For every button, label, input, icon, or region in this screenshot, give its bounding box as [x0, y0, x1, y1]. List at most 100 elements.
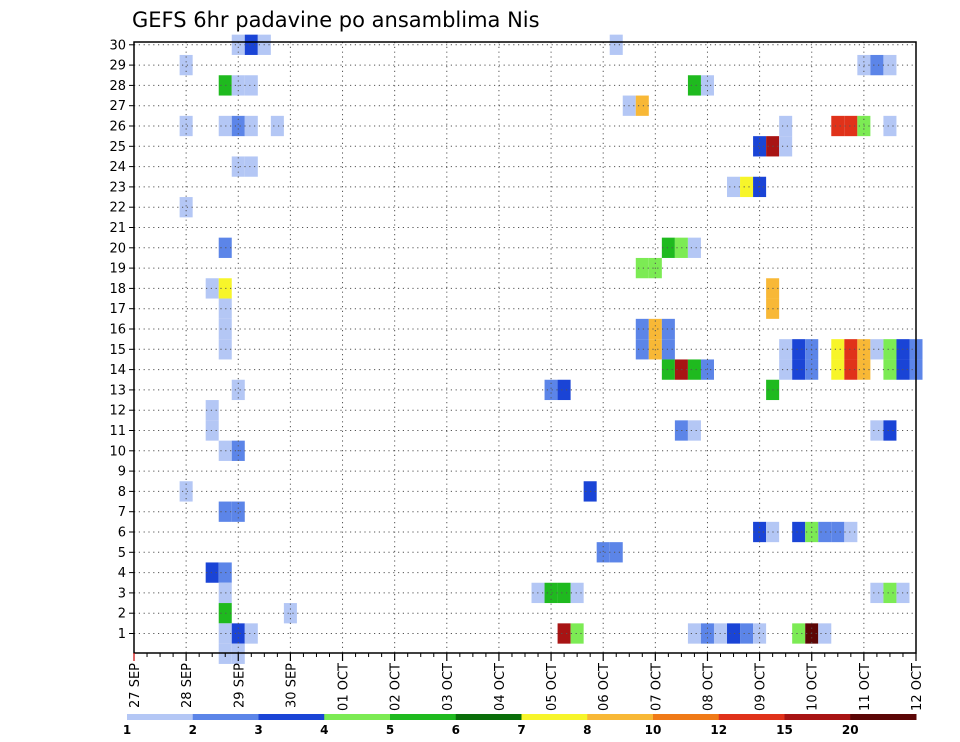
colorbar-swatch — [192, 714, 259, 720]
heatmap-cell — [661, 318, 675, 340]
y-tick-label: 19 — [109, 262, 126, 277]
y-tick-label: 21 — [109, 221, 126, 236]
colorbar-label: 5 — [386, 723, 394, 737]
heatmap-cell — [792, 339, 806, 360]
heatmap-cell — [831, 115, 845, 137]
colorbar-label: 3 — [254, 723, 262, 737]
colorbar-legend: 1 2 3 4 5 6 7 8 10 12 15 20 — [123, 714, 917, 737]
heatmap-cell — [244, 156, 258, 177]
colorbar-label: 4 — [320, 723, 328, 737]
heatmap-cell — [544, 379, 558, 401]
heatmap-cell — [844, 339, 858, 360]
heatmap-cell — [870, 54, 884, 76]
colorbar-label: 8 — [583, 723, 591, 737]
colorbar-swatch — [455, 714, 522, 720]
heatmap-cell — [883, 115, 897, 137]
colorbar-label: 15 — [776, 723, 793, 737]
x-tick-label: 02 OCT — [389, 663, 404, 711]
y-tick-label: 17 — [109, 302, 126, 317]
heatmap-cell — [740, 176, 754, 198]
y-tick-label: 15 — [109, 343, 126, 358]
heatmap-cell — [179, 197, 193, 218]
heatmap-cell — [244, 623, 258, 644]
y-tick-label: 29 — [109, 59, 126, 74]
heatmap-cell — [779, 115, 793, 137]
y-tick-label: 27 — [109, 99, 126, 114]
y-tick-label: 8 — [118, 485, 126, 500]
y-axis: 1234567891011121314151617181920212223242… — [109, 38, 134, 642]
heatmap-cell — [753, 136, 767, 157]
heatmap-cell — [883, 54, 897, 76]
colorbar-label: 10 — [645, 723, 662, 737]
heatmap-cell — [687, 420, 701, 441]
heatmap-cell — [231, 115, 245, 137]
colorbar-swatch — [718, 714, 785, 720]
heatmap-cell — [727, 623, 741, 644]
colorbar-swatch — [258, 714, 325, 720]
heatmap-cell — [231, 156, 245, 177]
heatmap-cell — [570, 582, 584, 604]
x-tick-label: 01 OCT — [337, 663, 352, 711]
colorbar-swatch — [521, 714, 588, 720]
x-tick-label: 04 OCT — [493, 663, 508, 711]
x-tick-label: 07 OCT — [649, 663, 664, 711]
heatmap-cell — [779, 136, 793, 157]
x-tick-label: 03 OCT — [441, 663, 456, 711]
y-tick-label: 13 — [109, 383, 126, 398]
x-tick-label: 29 SEP — [232, 663, 247, 708]
colorbar-swatch — [784, 714, 851, 720]
heatmap-cell — [687, 623, 701, 644]
heatmap-cell — [635, 257, 649, 279]
heatmap-cell — [740, 623, 754, 644]
heatmap-cell — [883, 359, 897, 380]
heatmap-cell — [205, 400, 219, 421]
heatmap-cell — [205, 420, 219, 441]
heatmap-cell — [844, 115, 858, 137]
heatmap-cell — [687, 237, 701, 258]
heatmap-cell — [179, 481, 193, 502]
heatmap-cell — [883, 582, 897, 604]
x-tick-label: 10 OCT — [806, 663, 821, 711]
heatmap-cell — [544, 582, 558, 604]
y-tick-label: 7 — [118, 505, 126, 520]
heatmap-cell — [570, 623, 584, 644]
heatmap-cell — [870, 420, 884, 441]
heatmap-cell — [283, 603, 297, 624]
heatmap-cell — [205, 278, 219, 299]
y-tick-label: 1 — [118, 627, 126, 642]
x-tick-label: 05 OCT — [545, 663, 560, 711]
heatmap-cell — [661, 359, 675, 380]
y-tick-label: 22 — [109, 201, 126, 216]
heatmap-cell — [844, 359, 858, 380]
heatmap-cell — [831, 339, 845, 360]
y-tick-label: 3 — [118, 586, 126, 601]
heatmap-cell — [557, 379, 571, 401]
x-tick-label: 28 SEP — [180, 663, 195, 708]
heatmap-cell — [883, 420, 897, 441]
colorbar-label: 2 — [189, 723, 197, 737]
heatmap-cell — [270, 115, 284, 137]
heatmap-cell — [844, 521, 858, 543]
heatmap-cell — [557, 582, 571, 604]
heatmap-cell — [557, 623, 571, 644]
y-tick-label: 9 — [118, 465, 126, 480]
heatmap-cell — [661, 339, 675, 360]
heatmap-cell — [792, 359, 806, 380]
x-axis: 27 SEP 28 SEP 29 SEP 30 SEP 01 OCT 02 OCT 03 O… — [128, 653, 925, 711]
y-tick-label: 4 — [118, 566, 126, 581]
heatmap-cell — [831, 521, 845, 543]
colorbar-label: 12 — [710, 723, 727, 737]
heatmap-cell — [661, 237, 675, 258]
colorbar-label: 1 — [123, 723, 131, 737]
heatmap-cell — [779, 359, 793, 380]
heatmap-cell — [231, 34, 245, 55]
y-tick-label: 26 — [109, 120, 126, 135]
y-tick-label: 30 — [109, 38, 126, 53]
x-tick-label: 12 OCT — [910, 663, 925, 711]
heatmap-cell — [205, 562, 219, 583]
heatmap-cell — [779, 339, 793, 360]
y-tick-label: 2 — [118, 607, 126, 622]
y-tick-label: 16 — [109, 323, 126, 338]
heatmap-cell — [818, 521, 832, 543]
